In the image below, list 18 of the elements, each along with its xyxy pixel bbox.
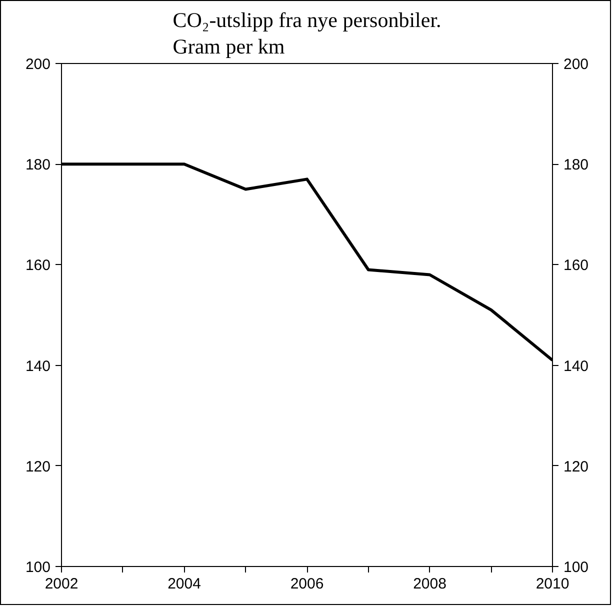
y-tick-label: 140 (25, 358, 51, 375)
y-tick-label: 100 (25, 559, 51, 576)
y-tick-label: 160 (25, 257, 51, 274)
x-tick-label: 2006 (290, 576, 324, 592)
y2-tick-label: 120 (564, 458, 589, 476)
x-tick-label: 2010 (536, 576, 570, 592)
x-tick-label: 2004 (168, 576, 201, 592)
y2-tick-label: 140 (564, 358, 589, 375)
y-tick-label: 180 (25, 156, 51, 174)
y-tick-label: 120 (25, 458, 51, 476)
y2-tick-label: 100 (564, 559, 589, 576)
x-tick-label: 2008 (413, 576, 446, 592)
y2-tick-label: 160 (564, 257, 589, 274)
x-tick-label: 2002 (44, 576, 78, 592)
chart-title: CO₂-utslipp fra nye personbiler. Gram per km (172, 8, 442, 58)
y2-tick-label: 200 (564, 56, 589, 73)
y-tick-label: 200 (25, 56, 51, 73)
y2-tick-label: 180 (564, 156, 589, 174)
